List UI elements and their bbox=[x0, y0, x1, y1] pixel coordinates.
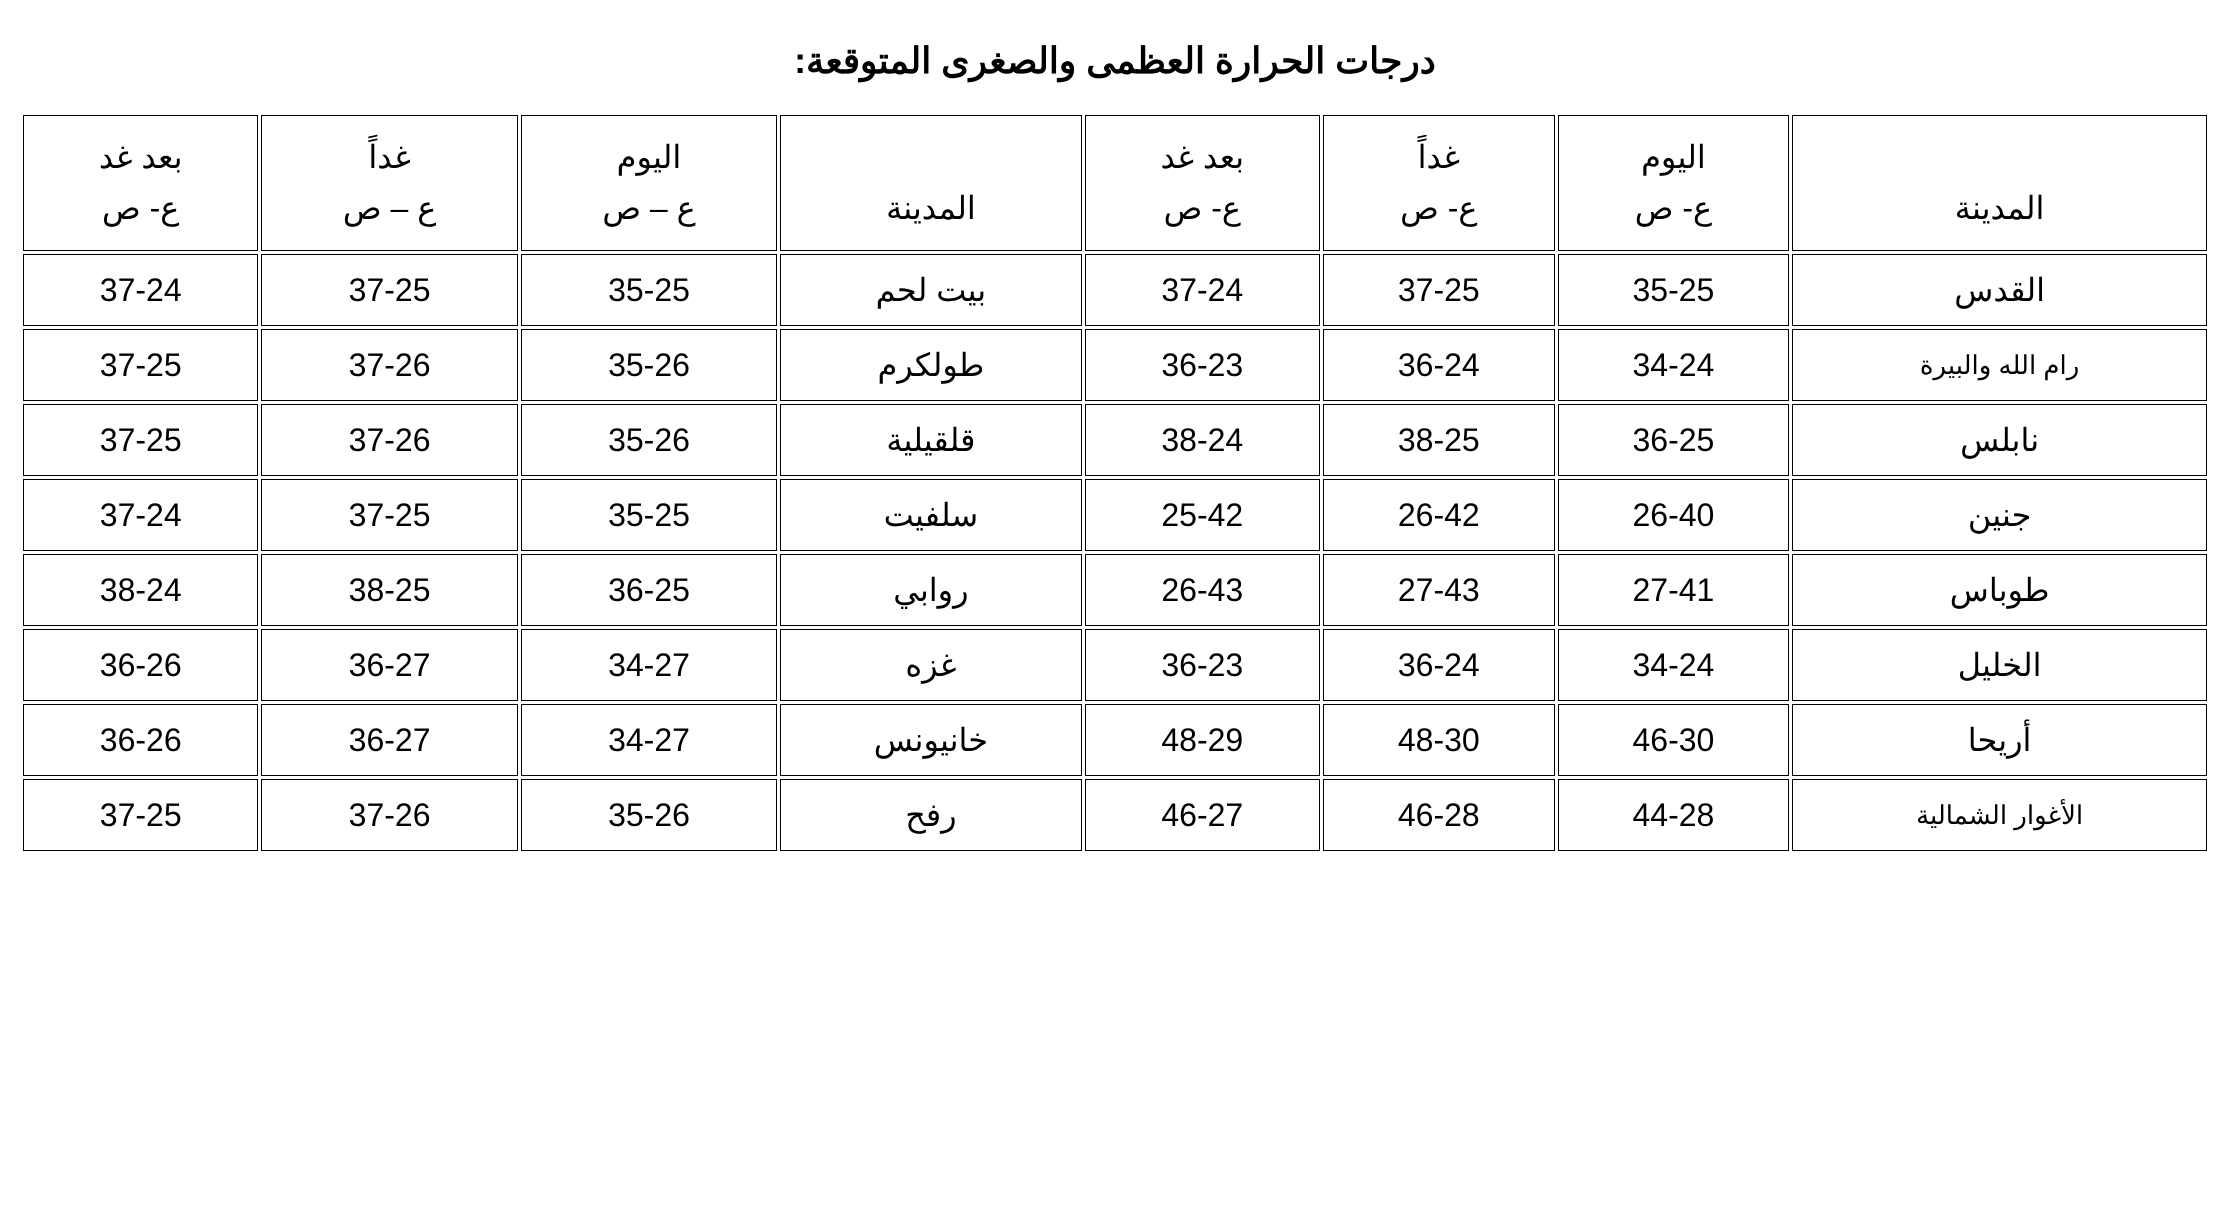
today-left-cell: 36-25 bbox=[521, 554, 777, 626]
table-row: طوباس27-4127-4326-43روابي36-2538-2538-24 bbox=[23, 554, 2207, 626]
tomorrow-left-cell: 37-25 bbox=[261, 479, 517, 551]
city-left-cell: طولكرم bbox=[780, 329, 1081, 401]
today-left-cell: 34-27 bbox=[521, 704, 777, 776]
after-left-cell: 37-25 bbox=[23, 329, 258, 401]
tomorrow-right-cell: 38-25 bbox=[1323, 404, 1555, 476]
tomorrow-right-cell: 27-43 bbox=[1323, 554, 1555, 626]
after-left-cell: 37-24 bbox=[23, 254, 258, 326]
after-left-cell: 37-25 bbox=[23, 779, 258, 851]
tomorrow-right-cell: 37-25 bbox=[1323, 254, 1555, 326]
tomorrow-left-cell: 36-27 bbox=[261, 629, 517, 701]
today-right-cell: 36-25 bbox=[1558, 404, 1790, 476]
today-right-cell: 35-25 bbox=[1558, 254, 1790, 326]
temperature-table: المدينة اليوم ع- ص غداً ع- ص بعد غد ع- ص… bbox=[20, 112, 2210, 854]
table-header-row: المدينة اليوم ع- ص غداً ع- ص بعد غد ع- ص… bbox=[23, 115, 2207, 251]
city-right-cell: نابلس bbox=[1792, 404, 2207, 476]
tomorrow-right-cell: 36-24 bbox=[1323, 329, 1555, 401]
city-right-cell: جنين bbox=[1792, 479, 2207, 551]
table-row: الأغوار الشمالية44-2846-2846-27رفح35-263… bbox=[23, 779, 2207, 851]
city-header-right: المدينة bbox=[1792, 115, 2207, 251]
today-right-cell: 44-28 bbox=[1558, 779, 1790, 851]
tomorrow-header-right: غداً ع- ص bbox=[1323, 115, 1555, 251]
after-right-cell: 36-23 bbox=[1085, 629, 1320, 701]
city-left-cell: خانيونس bbox=[780, 704, 1081, 776]
after-right-cell: 25-42 bbox=[1085, 479, 1320, 551]
city-left-cell: روابي bbox=[780, 554, 1081, 626]
table-row: جنين26-4026-4225-42سلفيت35-2537-2537-24 bbox=[23, 479, 2207, 551]
city-right-cell: القدس bbox=[1792, 254, 2207, 326]
city-left-cell: قلقيلية bbox=[780, 404, 1081, 476]
today-right-cell: 34-24 bbox=[1558, 329, 1790, 401]
today-left-cell: 35-26 bbox=[521, 404, 777, 476]
today-right-cell: 27-41 bbox=[1558, 554, 1790, 626]
after-right-cell: 36-23 bbox=[1085, 329, 1320, 401]
tomorrow-right-cell: 46-28 bbox=[1323, 779, 1555, 851]
tomorrow-left-cell: 37-26 bbox=[261, 404, 517, 476]
today-right-cell: 34-24 bbox=[1558, 629, 1790, 701]
after-left-cell: 37-25 bbox=[23, 404, 258, 476]
page-title: درجات الحرارة العظمى والصغرى المتوقعة: bbox=[20, 40, 2210, 82]
today-left-cell: 34-27 bbox=[521, 629, 777, 701]
city-left-cell: بيت لحم bbox=[780, 254, 1081, 326]
after-tomorrow-header-right: بعد غد ع- ص bbox=[1085, 115, 1320, 251]
tomorrow-left-cell: 37-25 bbox=[261, 254, 517, 326]
tomorrow-right-cell: 36-24 bbox=[1323, 629, 1555, 701]
today-left-cell: 35-26 bbox=[521, 329, 777, 401]
after-left-cell: 36-26 bbox=[23, 704, 258, 776]
tomorrow-left-cell: 36-27 bbox=[261, 704, 517, 776]
tomorrow-right-cell: 26-42 bbox=[1323, 479, 1555, 551]
today-right-cell: 46-30 bbox=[1558, 704, 1790, 776]
after-right-cell: 38-24 bbox=[1085, 404, 1320, 476]
table-row: أريحا46-3048-3048-29خانيونس34-2736-2736-… bbox=[23, 704, 2207, 776]
city-right-cell: أريحا bbox=[1792, 704, 2207, 776]
tomorrow-left-cell: 38-25 bbox=[261, 554, 517, 626]
city-left-cell: رفح bbox=[780, 779, 1081, 851]
city-right-cell: الأغوار الشمالية bbox=[1792, 779, 2207, 851]
today-left-cell: 35-25 bbox=[521, 254, 777, 326]
city-right-cell: الخليل bbox=[1792, 629, 2207, 701]
tomorrow-left-cell: 37-26 bbox=[261, 329, 517, 401]
city-header-left: المدينة bbox=[780, 115, 1081, 251]
today-right-cell: 26-40 bbox=[1558, 479, 1790, 551]
after-left-cell: 36-26 bbox=[23, 629, 258, 701]
after-right-cell: 37-24 bbox=[1085, 254, 1320, 326]
table-row: نابلس36-2538-2538-24قلقيلية35-2637-2637-… bbox=[23, 404, 2207, 476]
table-body: القدس35-2537-2537-24بيت لحم35-2537-2537-… bbox=[23, 254, 2207, 851]
tomorrow-header-left: غداً ع – ص bbox=[261, 115, 517, 251]
after-tomorrow-header-left: بعد غد ع- ص bbox=[23, 115, 258, 251]
after-right-cell: 46-27 bbox=[1085, 779, 1320, 851]
after-right-cell: 48-29 bbox=[1085, 704, 1320, 776]
city-right-cell: طوباس bbox=[1792, 554, 2207, 626]
today-left-cell: 35-26 bbox=[521, 779, 777, 851]
table-row: الخليل34-2436-2436-23غزه34-2736-2736-26 bbox=[23, 629, 2207, 701]
after-left-cell: 38-24 bbox=[23, 554, 258, 626]
tomorrow-right-cell: 48-30 bbox=[1323, 704, 1555, 776]
after-left-cell: 37-24 bbox=[23, 479, 258, 551]
city-right-cell: رام الله والبيرة bbox=[1792, 329, 2207, 401]
table-row: رام الله والبيرة34-2436-2436-23طولكرم35-… bbox=[23, 329, 2207, 401]
city-left-cell: سلفيت bbox=[780, 479, 1081, 551]
today-header-left: اليوم ع – ص bbox=[521, 115, 777, 251]
today-header-right: اليوم ع- ص bbox=[1558, 115, 1790, 251]
tomorrow-left-cell: 37-26 bbox=[261, 779, 517, 851]
table-row: القدس35-2537-2537-24بيت لحم35-2537-2537-… bbox=[23, 254, 2207, 326]
city-left-cell: غزه bbox=[780, 629, 1081, 701]
today-left-cell: 35-25 bbox=[521, 479, 777, 551]
after-right-cell: 26-43 bbox=[1085, 554, 1320, 626]
